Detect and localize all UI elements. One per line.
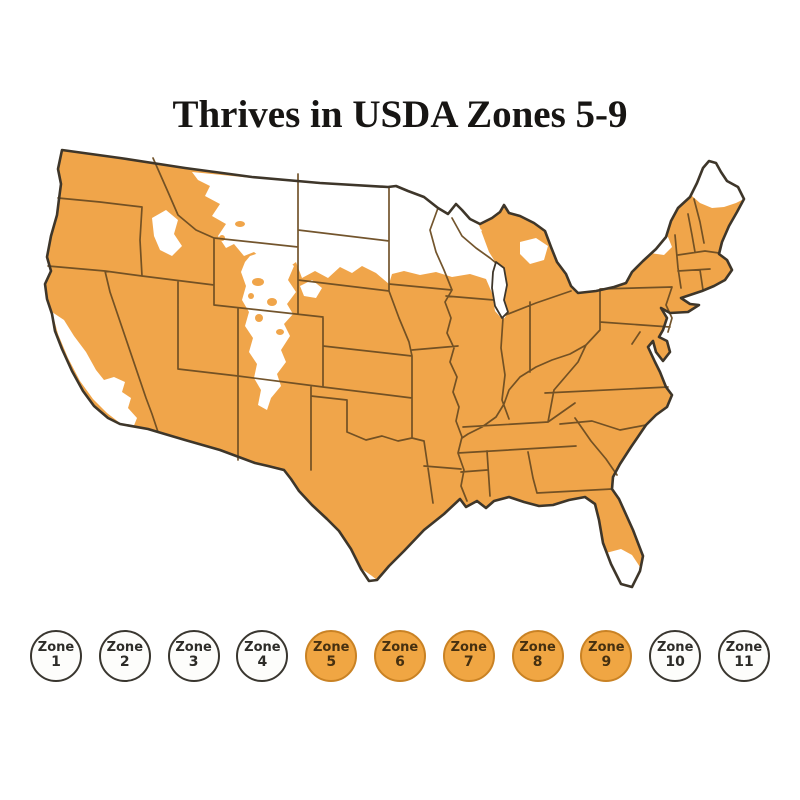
zone-label: Zone bbox=[106, 640, 144, 656]
zone-label: Zone bbox=[175, 640, 212, 656]
zone-9-badge: Zone 9 bbox=[580, 630, 633, 682]
cold-region-upper-michigan bbox=[452, 222, 482, 240]
zone-number: 5 bbox=[326, 654, 337, 671]
zone-number: 4 bbox=[257, 654, 268, 671]
zone-10-badge: Zone 10 bbox=[649, 630, 702, 682]
warm-region-south-texas bbox=[362, 569, 377, 581]
cold-region-northern-maine bbox=[692, 162, 744, 208]
zone-4-badge: Zone 4 bbox=[236, 630, 289, 682]
zone-number: 2 bbox=[119, 654, 130, 671]
cold-region-east-wyoming bbox=[300, 280, 322, 298]
zone-number: 1 bbox=[51, 654, 61, 671]
zone-label: Zone bbox=[37, 640, 75, 656]
map-thrive-region bbox=[45, 150, 744, 587]
zone-label: Zone bbox=[656, 640, 694, 656]
map-outline bbox=[43, 148, 746, 589]
zone-label: Zone bbox=[450, 640, 487, 656]
zone-number: 8 bbox=[532, 654, 543, 671]
lake-michigan bbox=[491, 261, 509, 319]
zone-3-badge: Zone 3 bbox=[167, 630, 220, 682]
zone-11-badge: Zone 11 bbox=[717, 630, 770, 682]
zone-label: Zone bbox=[381, 640, 419, 656]
zone-7-badge: Zone 7 bbox=[442, 630, 495, 682]
cold-region-wyoming-rockies bbox=[241, 250, 296, 410]
zone-number: 10 bbox=[665, 654, 685, 671]
zone-1-badge: Zone 1 bbox=[30, 630, 82, 682]
cold-region-northern-plains bbox=[192, 172, 508, 320]
zone-6-badge: Zone 6 bbox=[373, 630, 426, 682]
zone-label: Zone bbox=[244, 640, 281, 656]
zone-8-badge: Zone 8 bbox=[511, 630, 564, 682]
zone-5-badge: Zone 5 bbox=[305, 630, 358, 682]
zone-legend: Zone 1 Zone 2 Zone 3 Zone 4 Zone 5 Zone … bbox=[30, 630, 770, 682]
cold-region-adirondacks bbox=[641, 231, 672, 255]
warm-region-south-florida bbox=[606, 549, 640, 588]
zone-label: Zone bbox=[725, 640, 763, 656]
zone-number: 6 bbox=[395, 654, 405, 671]
zone-label: Zone bbox=[519, 640, 556, 656]
warm-region-southern-california bbox=[52, 312, 137, 428]
cold-region-idaho-mountains bbox=[152, 210, 182, 256]
cold-region-northern-lower-michigan bbox=[520, 238, 548, 264]
zone-label: Zone bbox=[312, 640, 350, 656]
zone-2-badge: Zone 2 bbox=[98, 630, 151, 682]
zone-number: 11 bbox=[734, 654, 754, 671]
page-title: Thrives in USDA Zones 5-9 bbox=[172, 93, 628, 136]
zone-number: 7 bbox=[463, 654, 474, 671]
zone-number: 9 bbox=[601, 654, 612, 671]
zone-label: Zone bbox=[588, 640, 625, 656]
zone-number: 3 bbox=[188, 654, 199, 671]
state-boundaries bbox=[47, 157, 720, 504]
map-cold-regions bbox=[52, 162, 744, 588]
